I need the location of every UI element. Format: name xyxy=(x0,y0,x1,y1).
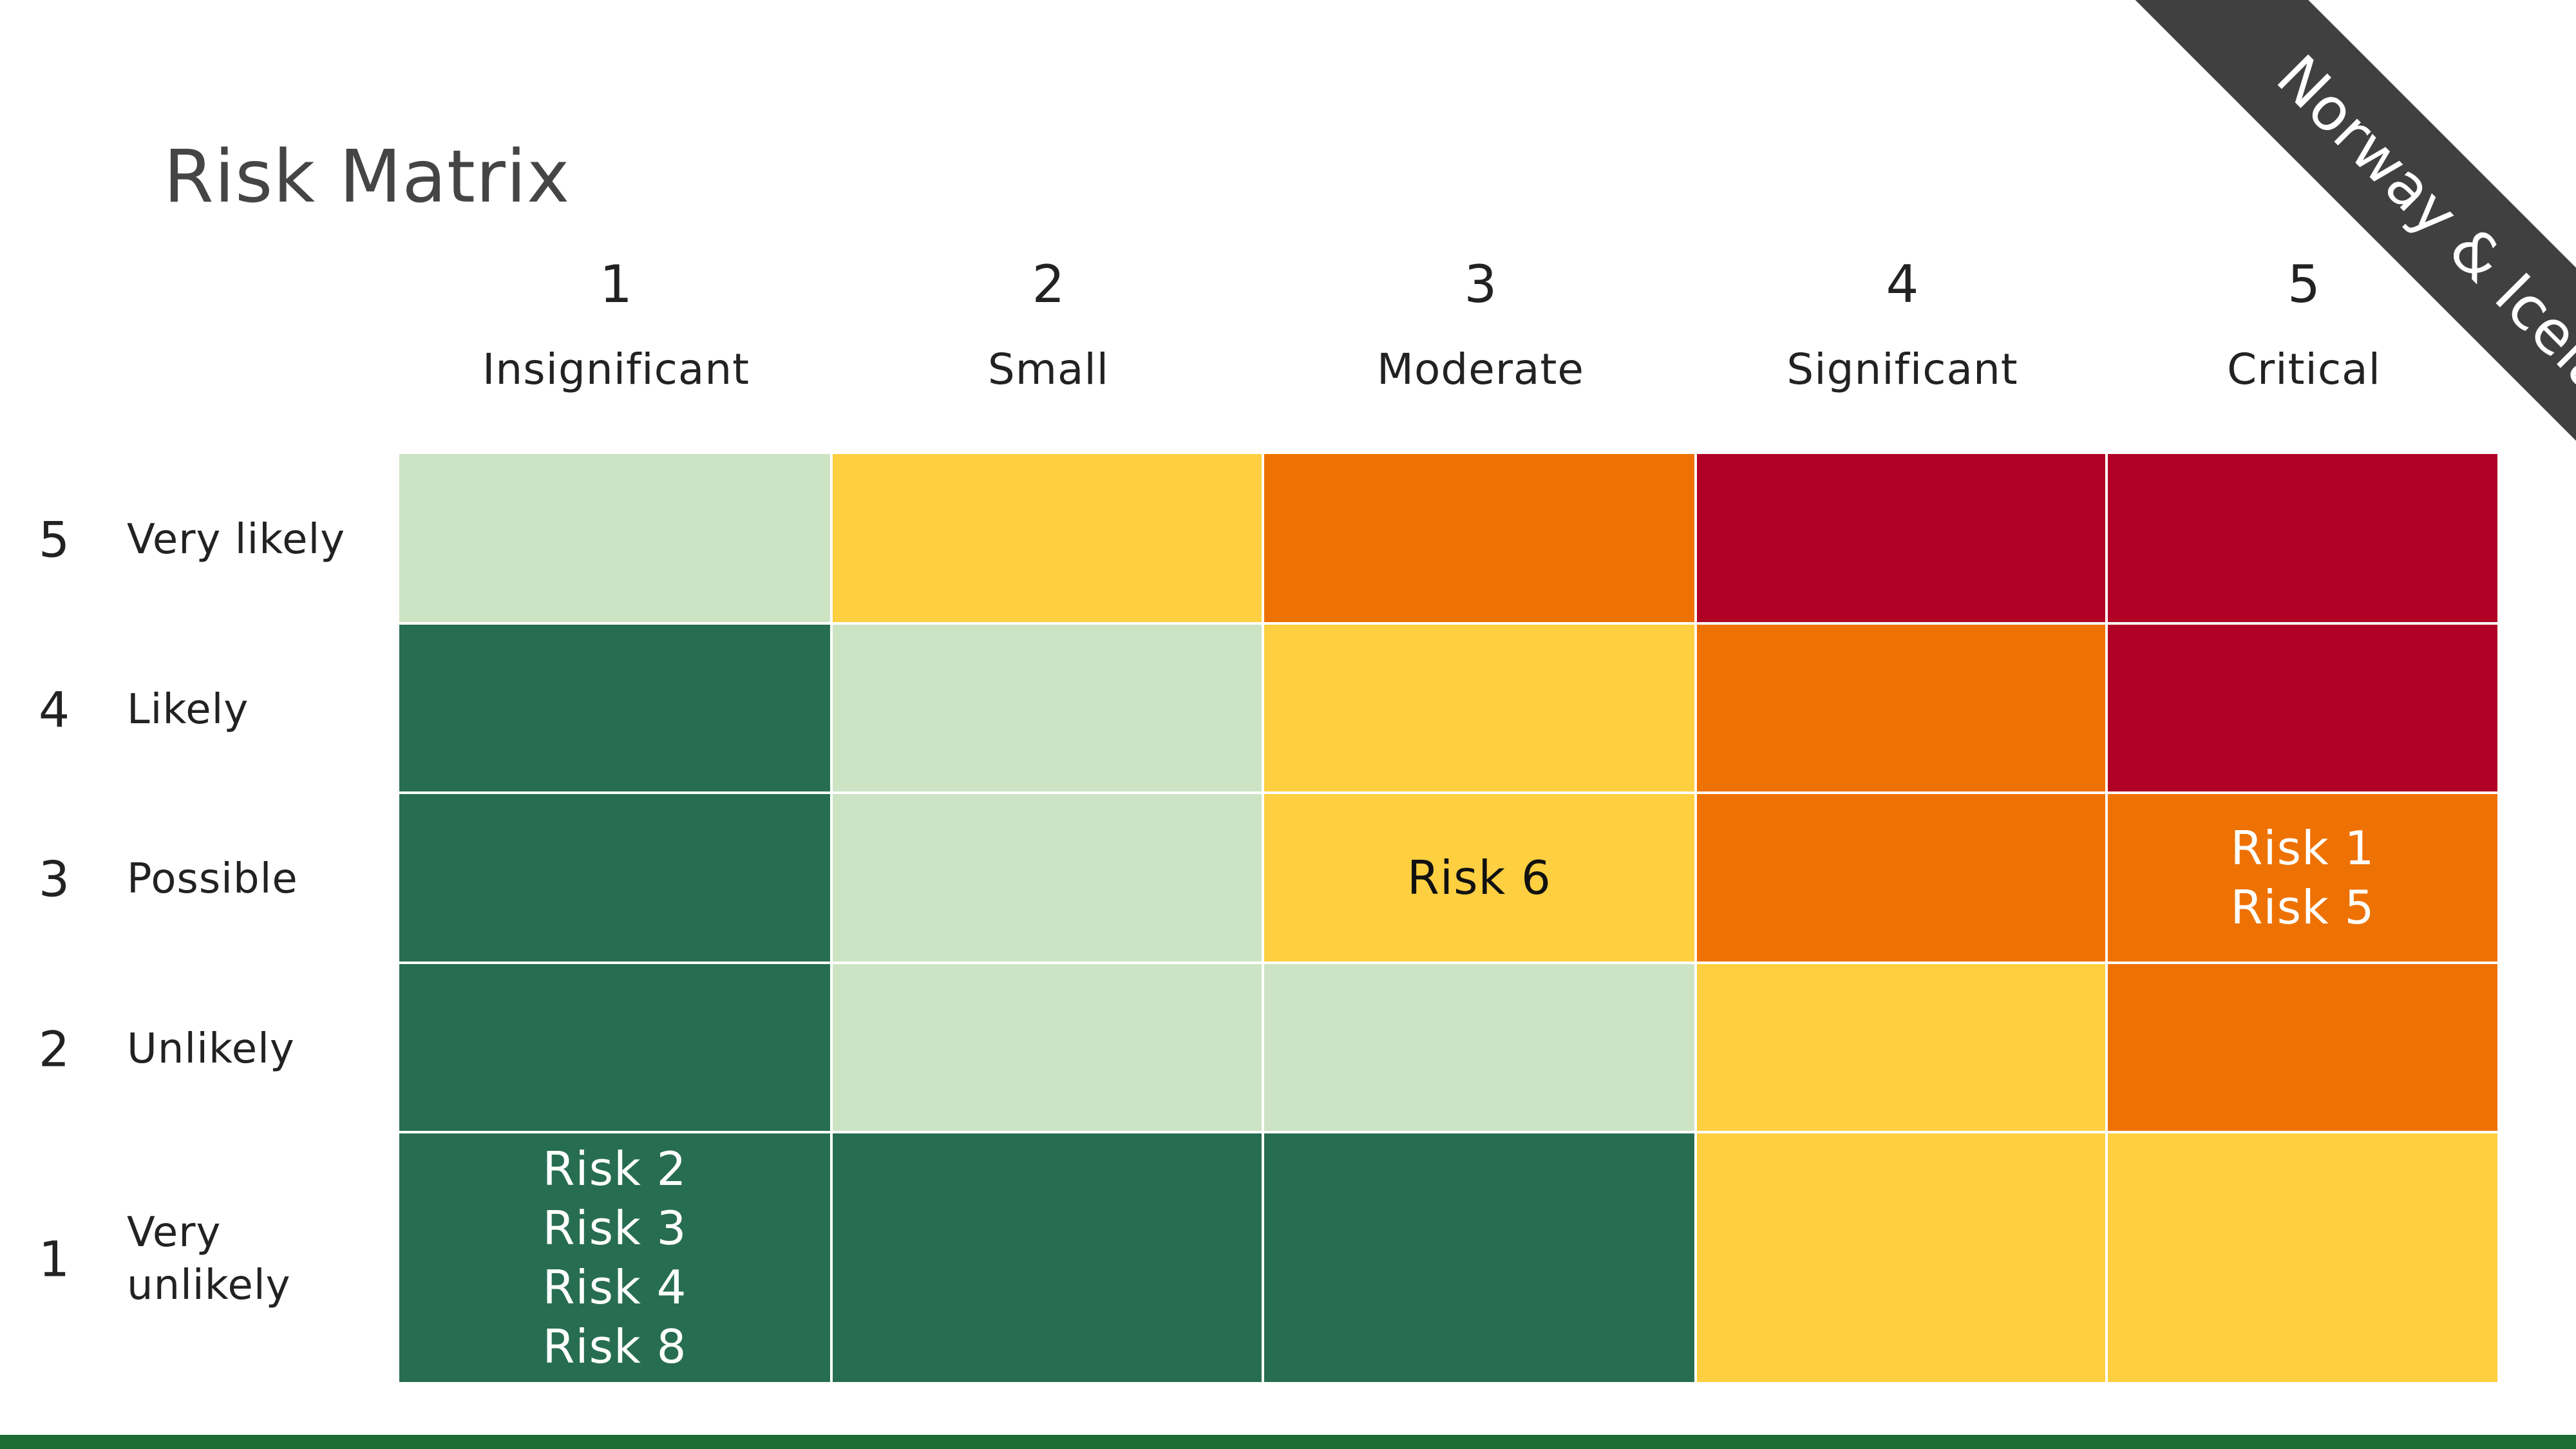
risk-label: Risk 1 xyxy=(2230,821,2375,875)
row-label-3: Possible xyxy=(127,855,298,903)
row-number-1: 1 xyxy=(38,1230,70,1288)
matrix-cell-likelihood-4-impact-4 xyxy=(1697,625,2105,791)
matrix-cell-likelihood-2-impact-1 xyxy=(399,964,830,1131)
column-label-3: Moderate xyxy=(1377,345,1584,394)
bottom-bar xyxy=(0,1435,2576,1449)
matrix-cell-likelihood-3-impact-1 xyxy=(399,794,830,961)
matrix-cell-likelihood-5-impact-2 xyxy=(833,454,1262,622)
column-number-1: 1 xyxy=(600,254,632,314)
risk-label: Risk 6 xyxy=(1407,851,1551,905)
matrix-cell-likelihood-4-impact-1 xyxy=(399,625,830,791)
matrix-cell-likelihood-1-impact-3 xyxy=(1264,1133,1694,1382)
row-number-2: 2 xyxy=(38,1020,70,1077)
matrix-cell-likelihood-3-impact-2 xyxy=(833,794,1262,961)
matrix-cell-likelihood-5-impact-4 xyxy=(1697,454,2105,622)
matrix-cell-likelihood-3-impact-5: Risk 1 Risk 5 xyxy=(2108,794,2497,961)
column-number-5: 5 xyxy=(2287,254,2320,314)
column-label-2: Small xyxy=(987,345,1110,394)
column-label-4: Significant xyxy=(1786,345,2018,394)
column-number-2: 2 xyxy=(1032,254,1065,314)
matrix-cell-likelihood-2-impact-5 xyxy=(2108,964,2497,1131)
page-title: Risk Matrix xyxy=(164,135,571,219)
matrix-cell-likelihood-1-impact-1: Risk 2 Risk 3 Risk 4 Risk 8 xyxy=(399,1133,830,1382)
row-label-4: Likely xyxy=(127,685,249,734)
matrix-cell-likelihood-2-impact-2 xyxy=(833,964,1262,1131)
row-label-line: Very xyxy=(127,1209,222,1256)
matrix-cell-likelihood-4-impact-2 xyxy=(833,625,1262,791)
matrix-cell-likelihood-3-impact-3: Risk 6 xyxy=(1264,794,1694,961)
risk-label: Risk 3 xyxy=(542,1201,687,1255)
row-label-5: Very likely xyxy=(127,515,346,564)
matrix-cell-likelihood-4-impact-5 xyxy=(2108,625,2497,791)
matrix-cell-likelihood-3-impact-4 xyxy=(1697,794,2105,961)
row-label-line: unlikely xyxy=(127,1262,291,1309)
column-label-1: Insignificant xyxy=(482,345,750,394)
matrix-cell-likelihood-1-impact-5 xyxy=(2108,1133,2497,1382)
row-number-3: 3 xyxy=(38,850,70,908)
matrix-cell-likelihood-5-impact-5 xyxy=(2108,454,2497,622)
matrix-cell-likelihood-2-impact-4 xyxy=(1697,964,2105,1131)
row-label-2: Unlikely xyxy=(127,1025,295,1073)
matrix-cell-likelihood-5-impact-3 xyxy=(1264,454,1694,622)
matrix-cell-likelihood-2-impact-3 xyxy=(1264,964,1694,1131)
row-number-5: 5 xyxy=(38,511,70,568)
matrix-cell-likelihood-1-impact-4 xyxy=(1697,1133,2105,1382)
row-label-1: Very unlikely xyxy=(127,1206,291,1312)
risk-label: Risk 5 xyxy=(2230,880,2375,934)
column-number-4: 4 xyxy=(1886,254,1919,314)
risk-label: Risk 8 xyxy=(542,1320,687,1374)
column-label-5: Critical xyxy=(2227,345,2381,394)
risk-label: Risk 4 xyxy=(542,1260,687,1314)
matrix-cell-likelihood-5-impact-1 xyxy=(399,454,830,622)
column-number-3: 3 xyxy=(1464,254,1497,314)
risk-label: Risk 2 xyxy=(542,1142,687,1196)
matrix-cell-likelihood-4-impact-3 xyxy=(1264,625,1694,791)
row-number-4: 4 xyxy=(38,681,70,738)
matrix-cell-likelihood-1-impact-2 xyxy=(833,1133,1262,1382)
